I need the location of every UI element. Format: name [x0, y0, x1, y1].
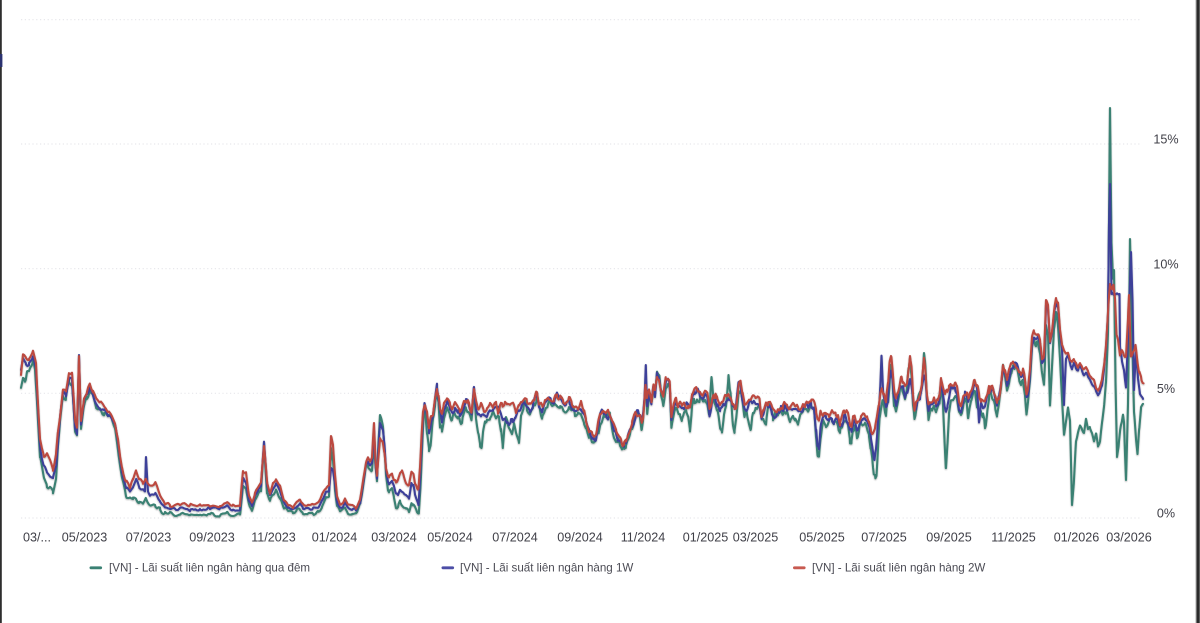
svg-text:07/2025: 07/2025: [861, 531, 907, 545]
svg-text:5%: 5%: [1157, 382, 1175, 396]
svg-text:09/2023: 09/2023: [189, 531, 235, 545]
svg-text:03/...: 03/...: [23, 531, 51, 545]
svg-text:01/2025: 01/2025: [683, 531, 729, 545]
svg-text:[VN] - Lãi suất liên ngân hàng: [VN] - Lãi suất liên ngân hàng 1W: [460, 562, 633, 575]
svg-text:03/2025: 03/2025: [733, 531, 779, 545]
svg-text:05/2023: 05/2023: [62, 531, 108, 545]
svg-text:01/2026: 01/2026: [1054, 531, 1100, 545]
svg-text:03/2024: 03/2024: [371, 531, 417, 545]
svg-text:03/2026: 03/2026: [1106, 531, 1152, 545]
svg-text:05/2024: 05/2024: [427, 531, 473, 545]
svg-text:[VN] - Lãi suất liên ngân hàng: [VN] - Lãi suất liên ngân hàng 2W: [812, 562, 985, 575]
svg-text:0%: 0%: [1157, 507, 1175, 521]
svg-text:[VN] - Lãi suất liên ngân hàng: [VN] - Lãi suất liên ngân hàng qua đêm: [109, 562, 310, 575]
svg-text:10%: 10%: [1153, 257, 1178, 271]
svg-text:01/2024: 01/2024: [312, 531, 358, 545]
svg-text:11/2025: 11/2025: [991, 531, 1036, 545]
svg-text:15%: 15%: [1153, 133, 1178, 147]
svg-text:11/2023: 11/2023: [251, 531, 296, 545]
svg-text:07/2024: 07/2024: [492, 531, 538, 545]
svg-text:05/2025: 05/2025: [799, 531, 845, 545]
svg-text:07/2023: 07/2023: [126, 531, 172, 545]
svg-text:11/2024: 11/2024: [621, 531, 666, 545]
svg-text:09/2024: 09/2024: [557, 531, 603, 545]
svg-text:09/2025: 09/2025: [926, 531, 972, 545]
